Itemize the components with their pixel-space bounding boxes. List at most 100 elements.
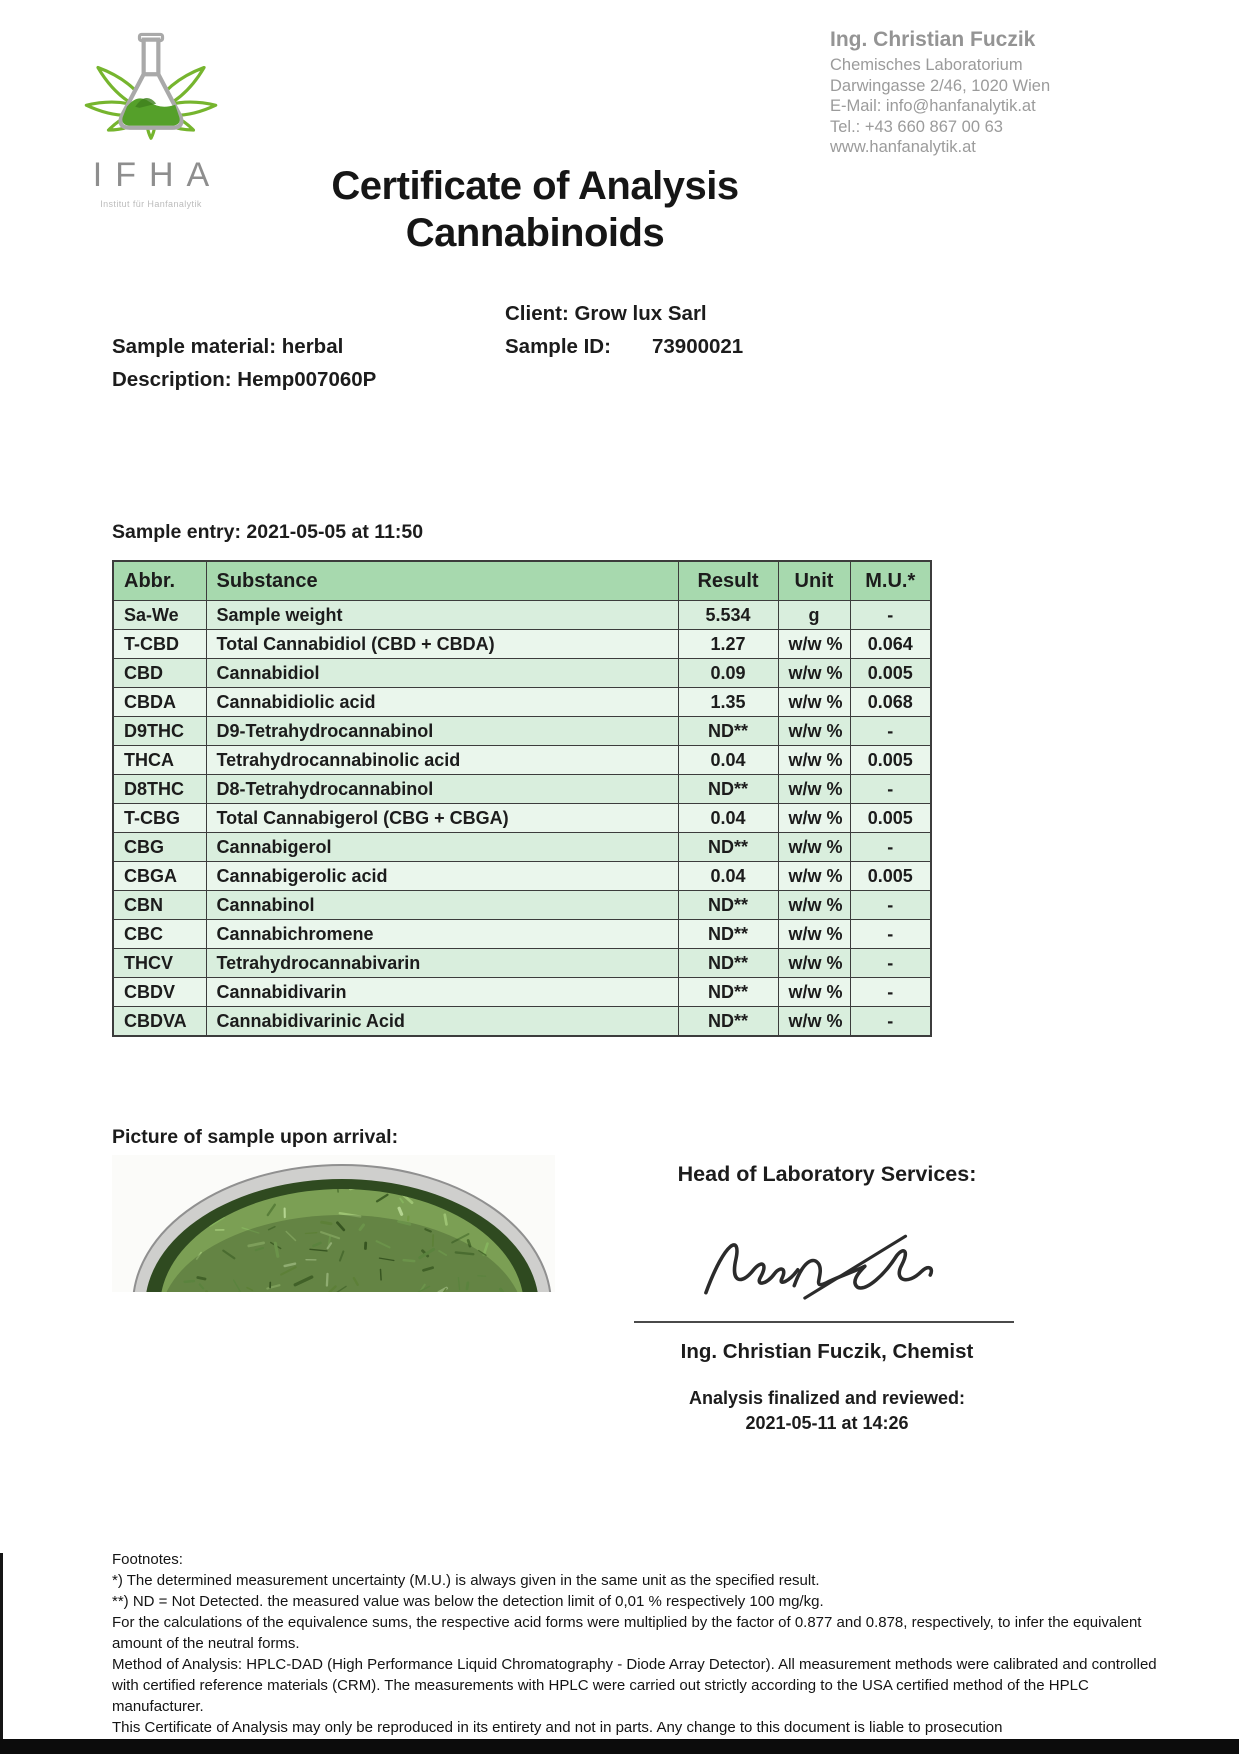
table-row: T-CBG Total Cannabigerol (CBG + CBGA) 0.04…	[112, 803, 932, 833]
footnote-line: This Certificate of Analysis may only be…	[112, 1719, 1003, 1736]
mu-cell: -	[849, 919, 932, 949]
mu-cell: -	[849, 1006, 932, 1037]
client-label: Client: Grow lux Sarl	[505, 302, 707, 325]
signature-line	[634, 1321, 1014, 1323]
substance-cell: Cannabidiolic acid	[205, 687, 679, 717]
results-table-body: Sa-We Sample weight 5.534 g - T-CBD Total Cann…	[112, 600, 932, 1037]
mu-cell: 0.005	[849, 658, 932, 688]
finalized-label: Analysis finalized and reviewed:	[688, 1388, 966, 1408]
signature-heading: Head of Laboratory Services:	[677, 1162, 977, 1186]
lab-contact-block: Ing. Christian Fuczik Chemisches Laborat…	[830, 28, 1050, 158]
unit-cell: g	[777, 600, 851, 630]
sample-id-label: Sample ID:	[505, 335, 611, 358]
substance-cell: D9-Tetrahydrocannabinol	[205, 716, 679, 746]
abbr-cell: D9THC	[112, 716, 207, 746]
substance-cell: Cannabichromene	[205, 919, 679, 949]
result-cell: 1.35	[677, 687, 779, 717]
footnotes-block: Footnotes: *) The determined measurement…	[112, 1549, 1164, 1738]
column-header-abbr: Abbr.	[112, 560, 207, 601]
unit-cell: w/w %	[777, 890, 851, 920]
column-header-mu: M.U.*	[849, 560, 932, 601]
hemp-flask-logo-icon	[84, 32, 218, 140]
mu-cell: -	[849, 948, 932, 978]
unit-cell: w/w %	[777, 919, 851, 949]
substance-cell: D8-Tetrahydrocannabinol	[205, 774, 679, 804]
unit-cell: w/w %	[777, 687, 851, 717]
abbr-cell: THCV	[112, 948, 207, 978]
table-row: D9THC D9-Tetrahydrocannabinol ND** w/w % -	[112, 716, 932, 746]
unit-cell: w/w %	[777, 803, 851, 833]
result-cell: ND**	[677, 948, 779, 978]
abbr-cell: THCA	[112, 745, 207, 775]
footnotes-list: *) The determined measurement uncertaint…	[112, 1570, 1164, 1738]
mu-cell: -	[849, 890, 932, 920]
table-row: CBGA Cannabigerolic acid 0.04 w/w % 0.005	[112, 861, 932, 891]
unit-cell: w/w %	[777, 861, 851, 891]
unit-cell: w/w %	[777, 716, 851, 746]
column-header-unit: Unit	[777, 560, 851, 601]
mu-cell: 0.005	[849, 803, 932, 833]
result-cell: 0.04	[677, 745, 779, 775]
substance-cell: Cannabigerol	[205, 832, 679, 862]
footnote-line: Method of Analysis: HPLC-DAD (High Perfo…	[112, 1656, 1157, 1715]
unit-cell: w/w %	[777, 629, 851, 659]
table-row: CBD Cannabidiol 0.09 w/w % 0.005	[112, 658, 932, 688]
abbr-cell: T-CBD	[112, 629, 207, 659]
table-row: Sa-We Sample weight 5.534 g -	[112, 600, 932, 630]
table-row: CBC Cannabichromene ND** w/w % -	[112, 919, 932, 949]
substance-cell: Cannabinol	[205, 890, 679, 920]
result-cell: ND**	[677, 919, 779, 949]
table-row: CBDVA Cannabidivarinic Acid ND** w/w % -	[112, 1006, 932, 1037]
footnote-line: **) ND = Not Detected. the measured valu…	[112, 1593, 824, 1610]
substance-cell: Cannabidiol	[205, 658, 679, 688]
scan-bottom-bar	[0, 1739, 1239, 1754]
substance-cell: Tetrahydrocannabinolic acid	[205, 745, 679, 775]
footnotes-heading: Footnotes:	[112, 1551, 183, 1568]
finalized-date: 2021-05-11 at 14:26	[745, 1413, 909, 1433]
unit-cell: w/w %	[777, 774, 851, 804]
scan-edge-artifact	[0, 1553, 3, 1754]
unit-cell: w/w %	[777, 1006, 851, 1037]
result-cell: ND**	[677, 716, 779, 746]
lab-contact-name: Ing. Christian Fuczik	[830, 28, 1036, 51]
results-table: Abbr. Substance Result Unit M.U.* Sa-We Sampl…	[112, 560, 932, 1037]
flask-liquid-mound	[135, 98, 157, 108]
contact-line: www.hanfanalytik.at	[830, 138, 976, 156]
mu-cell: 0.005	[849, 861, 932, 891]
table-row: T-CBD Total Cannabidiol (CBD + CBDA) 1.27 w…	[112, 629, 932, 659]
contact-line: Chemisches Laboratorium	[830, 56, 1023, 74]
signer-name: Ing. Christian Fuczik, Chemist	[680, 1340, 974, 1363]
contact-line: Tel.: +43 660 867 00 63	[830, 117, 1003, 136]
mu-cell: 0.068	[849, 687, 932, 717]
sample-id-value: 73900021	[652, 335, 744, 358]
result-cell: 0.04	[677, 861, 779, 891]
abbr-cell: CBN	[112, 890, 207, 920]
result-cell: ND**	[677, 977, 779, 1007]
mu-cell: 0.005	[849, 745, 932, 775]
table-row: CBDV Cannabidivarin ND** w/w % -	[112, 977, 932, 1007]
substance-cell: Total Cannabidiol (CBD + CBDA)	[205, 629, 679, 659]
flask-neck	[141, 37, 161, 78]
result-cell: 5.534	[677, 600, 779, 630]
result-cell: 0.09	[677, 658, 779, 688]
finalized-block: Analysis finalized and reviewed: 2021-05…	[632, 1386, 1022, 1436]
lab-contact-details: Chemisches Laboratorium Darwingasse 2/46,…	[830, 55, 1050, 158]
table-row: THCA Tetrahydrocannabinolic acid 0.04 w/w %…	[112, 745, 932, 775]
substance-cell: Cannabidivarin	[205, 977, 679, 1007]
results-header-row: Abbr. Substance Result Unit M.U.*	[112, 560, 932, 601]
table-row: D8THC D8-Tetrahydrocannabinol ND** w/w % -	[112, 774, 932, 804]
page-title: Certificate of Analysis Cannabinoids	[185, 163, 885, 257]
contact-line: E-Mail: info@hanfanalytik.at	[830, 97, 1036, 115]
result-cell: 1.27	[677, 629, 779, 659]
abbr-cell: CBD	[112, 658, 207, 688]
column-header-substance: Substance	[205, 560, 679, 601]
abbr-cell: CBG	[112, 832, 207, 862]
substance-cell: Cannabigerolic acid	[205, 861, 679, 891]
sample-material-label: Sample material: herbal	[112, 335, 344, 358]
substance-cell: Cannabidivarinic Acid	[205, 1006, 679, 1037]
unit-cell: w/w %	[777, 832, 851, 862]
table-row: THCV Tetrahydrocannabivarin ND** w/w % -	[112, 948, 932, 978]
abbr-cell: Sa-We	[112, 600, 207, 630]
unit-cell: w/w %	[777, 977, 851, 1007]
result-cell: 0.04	[677, 803, 779, 833]
